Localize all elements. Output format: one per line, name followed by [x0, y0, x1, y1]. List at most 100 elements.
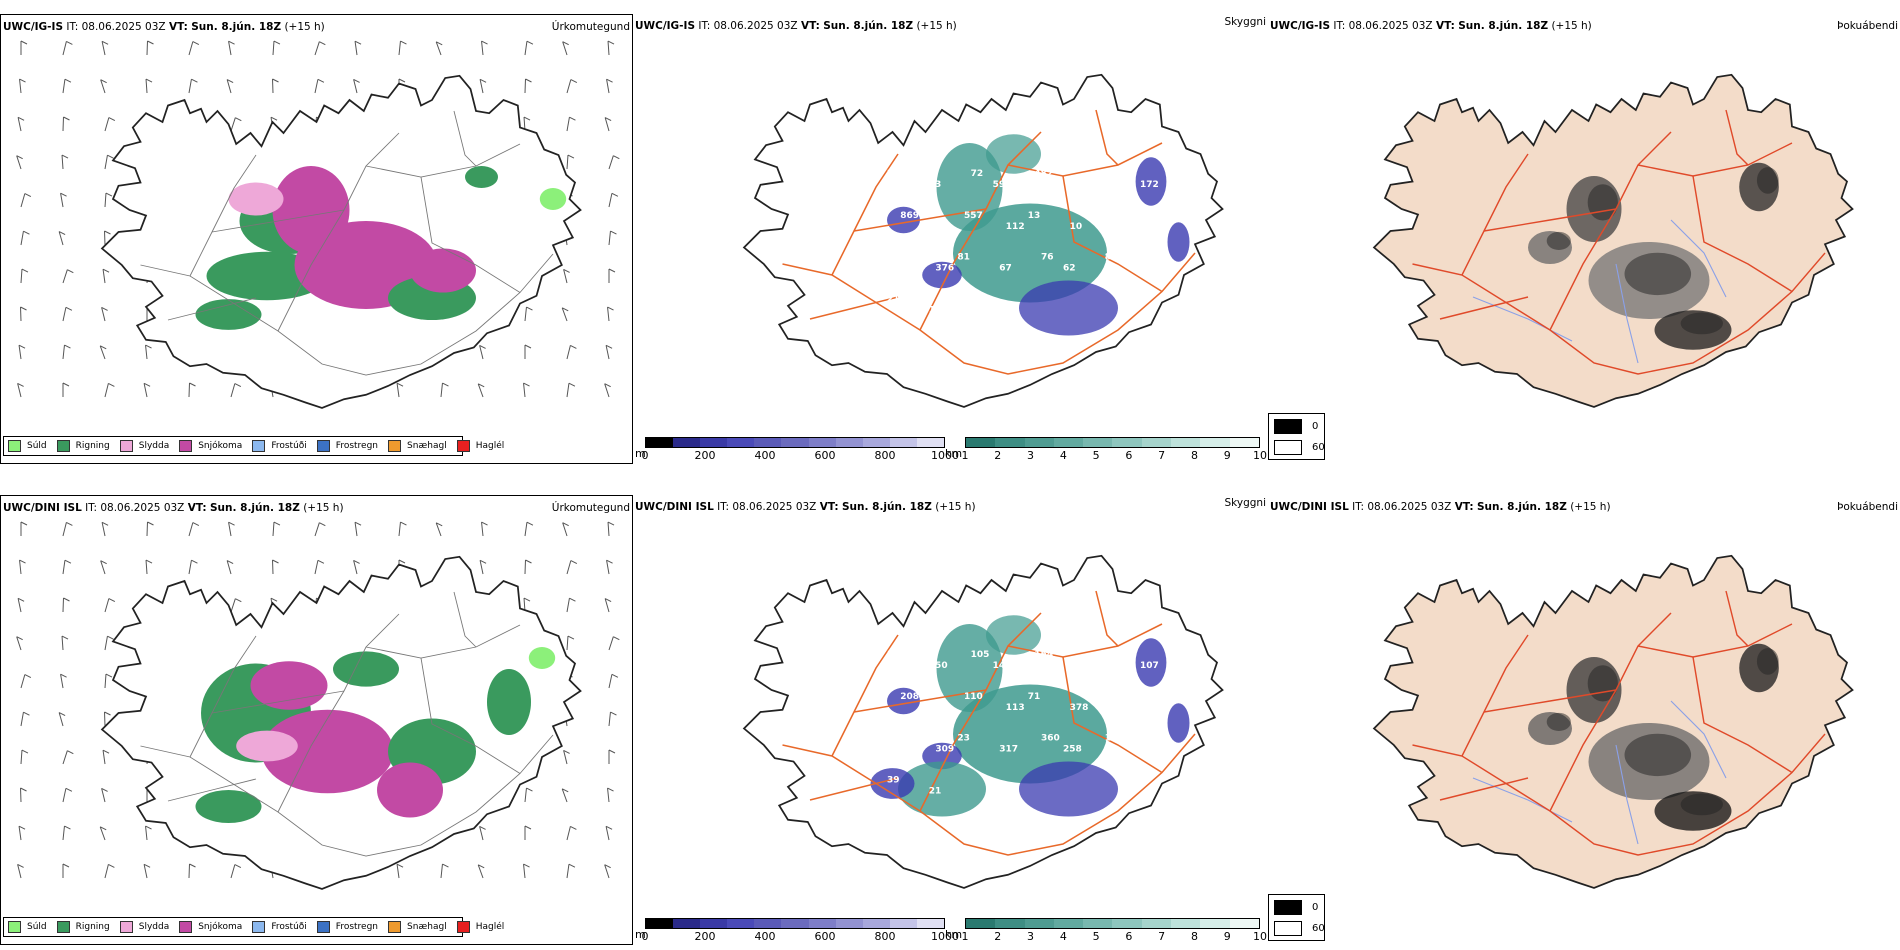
wind-barb — [608, 712, 611, 727]
wind-barb — [608, 636, 614, 651]
ceiling-value: 584 — [1111, 692, 1130, 702]
precip-legend-item: Slydda — [119, 921, 169, 933]
precip-legend-label: Rigning — [75, 441, 110, 451]
field-area — [228, 182, 284, 216]
precip-legend-swatch — [252, 921, 266, 933]
precip-legend-swatch — [179, 440, 193, 452]
road — [420, 176, 521, 293]
wind-barb-flag — [100, 560, 107, 565]
precip-legend-label: Haglél — [475, 922, 505, 932]
wind-barb-flag — [570, 344, 577, 349]
colorbar-bin — [808, 438, 836, 447]
precip-legend-swatch — [8, 440, 21, 452]
ceiling-value: 107 — [1140, 661, 1159, 671]
ceiling-panel-top: 227 23 72 593 482 216 171 172 869 586 557 112 13 10 10… — [633, 14, 1268, 464]
field-area — [539, 188, 567, 210]
wind-barb — [145, 826, 148, 841]
wind-barb — [143, 383, 148, 398]
colorbar-bin — [1112, 438, 1142, 447]
wind-barb-flag — [189, 863, 196, 868]
ceiling-value: 23 — [929, 180, 942, 190]
fog-areas — [1472, 162, 1779, 364]
colorbar-bin — [1024, 438, 1054, 447]
field-area — [1624, 252, 1692, 296]
wind-barb-flag — [479, 559, 487, 564]
wind-barb-flag — [481, 40, 488, 45]
wind-barb-flag — [272, 559, 279, 564]
wind-barb-flag — [396, 382, 404, 387]
road — [1637, 142, 1793, 177]
ceiling-value: 107 — [1147, 264, 1166, 274]
wind-barb-flag — [105, 192, 113, 197]
wind-barb — [230, 383, 236, 398]
road — [365, 624, 521, 659]
panel-title: UWC/IG-IS IT: 08.06.2025 03Z VT: Sun. 8.… — [3, 21, 325, 33]
wind-barb-flag — [567, 635, 575, 640]
fog-swatch-low — [1274, 921, 1302, 936]
wind-barb-flag — [479, 825, 486, 830]
wind-barb-flag — [21, 268, 29, 273]
wind-barb-flag — [525, 78, 532, 83]
colorbar-tick: 1000 — [931, 449, 959, 462]
wind-barb — [396, 383, 400, 398]
precip-legend-swatch — [456, 440, 470, 452]
colorbar-tick: 6 — [1125, 930, 1133, 943]
colorbar-bin — [754, 919, 782, 928]
road — [420, 657, 521, 774]
wind-barb-flag — [226, 79, 234, 83]
wind-barb-flag — [353, 78, 360, 83]
ceiling-value: 164 — [1034, 650, 1053, 660]
precip-legend-swatch — [316, 440, 330, 452]
wind-barb — [606, 560, 610, 575]
colorbar-bin — [1112, 919, 1142, 928]
wind-barb — [60, 674, 64, 689]
wind-barb-flag — [99, 826, 107, 831]
wind-barb-flag — [18, 825, 26, 830]
ceiling-value: 67 — [999, 264, 1012, 274]
wind-barb-flag — [398, 78, 406, 83]
wind-barb — [62, 41, 67, 56]
colorbar-tick: 4 — [1059, 930, 1067, 943]
field-area — [1680, 793, 1723, 816]
wind-barb — [566, 635, 569, 651]
colorbar-bin — [835, 438, 863, 447]
wind-barb — [604, 383, 610, 398]
road — [1483, 689, 1617, 713]
wind-barb — [20, 231, 24, 246]
ceiling-value: 258 — [1063, 745, 1082, 755]
road — [853, 208, 987, 232]
rivers — [1472, 700, 1727, 845]
wind-barb — [104, 864, 109, 879]
wind-barb-flag — [17, 597, 25, 602]
wind-barb-flag — [147, 521, 154, 526]
road-network — [1412, 109, 1826, 375]
wind-barb-flag — [62, 382, 70, 387]
wind-barb — [479, 79, 484, 94]
wind-barb-flag — [569, 597, 576, 602]
wind-barb-flag — [65, 787, 73, 792]
precip-legend-swatch — [56, 921, 70, 933]
field-area — [986, 615, 1041, 655]
road — [1412, 733, 1826, 856]
wind-barb-flag — [398, 559, 406, 564]
precip-legend-item: Rigning — [56, 440, 110, 452]
colorbar-bin — [700, 438, 728, 447]
precip-legend-item: Frostúði — [252, 440, 307, 452]
wind-barb-flag — [108, 863, 115, 868]
wind-barb — [479, 826, 484, 841]
precip-legend-swatch — [119, 440, 133, 452]
field-area — [953, 203, 1107, 303]
wind-barb-flag — [610, 230, 617, 235]
visibility-unit: km — [945, 447, 963, 460]
wind-barb-flag — [16, 636, 23, 641]
ceiling-value: 93 — [1076, 661, 1089, 671]
wind-barb-flag — [228, 521, 235, 526]
wind-barb — [19, 560, 22, 575]
wind-barb-flag — [524, 344, 532, 349]
ceiling-value: 72 — [971, 169, 984, 179]
colorbar-tick: 7 — [1158, 449, 1166, 462]
wind-barb — [62, 79, 66, 94]
wind-barb-flag — [23, 230, 30, 235]
fog-legend: 0 60 — [1268, 894, 1325, 941]
wind-barb-flag — [99, 345, 107, 350]
